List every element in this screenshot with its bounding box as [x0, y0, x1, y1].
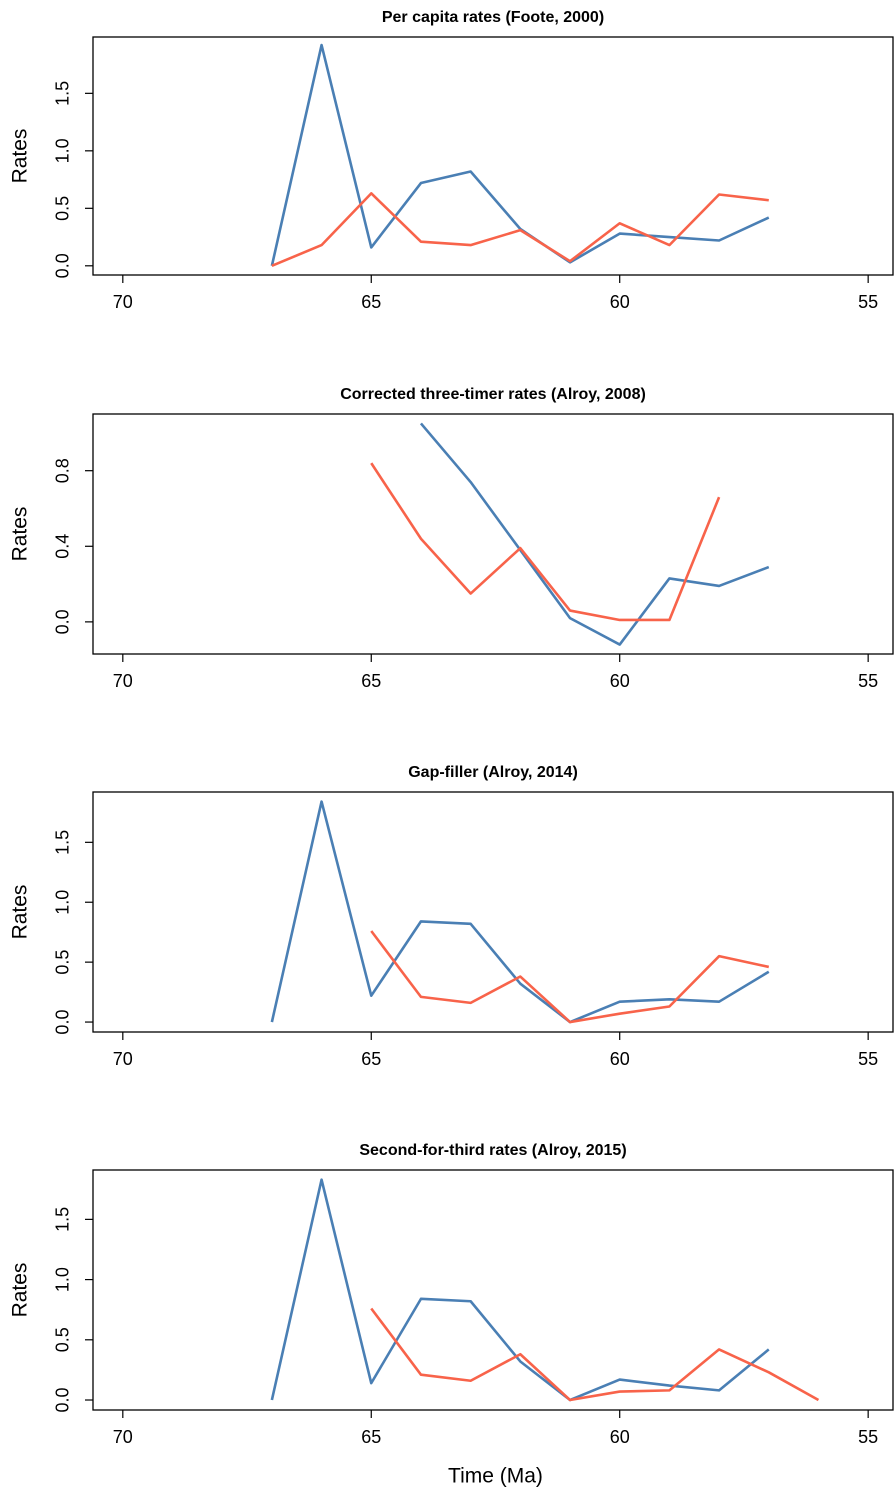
- y-tick-label: 1.0: [53, 890, 73, 915]
- data-line: [370, 462, 721, 622]
- data-line: [370, 930, 770, 1024]
- x-tick-label: 55: [858, 292, 878, 312]
- y-tick-label: 0.0: [53, 253, 73, 278]
- y-tick-label: 0.5: [53, 1327, 73, 1352]
- y-tick-label: 1.5: [53, 1207, 73, 1232]
- y-axis-label: Rates: [9, 129, 32, 184]
- y-tick-label: 0.8: [53, 458, 73, 483]
- y-tick-label: 0.0: [53, 609, 73, 634]
- chart-title: Corrected three-timer rates (Alroy, 2008…: [340, 386, 646, 403]
- data-line: [370, 1307, 820, 1402]
- x-tick-label: 55: [858, 1049, 878, 1069]
- x-tick-label: 70: [113, 671, 133, 691]
- y-tick-label: 0.5: [53, 196, 73, 221]
- y-tick-label: 1.5: [53, 81, 73, 106]
- data-line: [271, 192, 769, 268]
- x-tick-label: 60: [610, 292, 630, 312]
- plot-frame: [92, 791, 894, 1033]
- data-line: [270, 43, 770, 267]
- y-tick-label: 1.0: [53, 1267, 73, 1292]
- y-tick-label: 0.0: [53, 1387, 73, 1412]
- chart-title: Second-for-third rates (Alroy, 2015): [359, 1142, 626, 1159]
- x-tick-label: 60: [610, 1049, 630, 1069]
- y-axis-label: Rates: [9, 1263, 32, 1318]
- y-axis-label: Rates: [9, 507, 32, 562]
- chart-title: Per capita rates (Foote, 2000): [382, 9, 604, 26]
- data-line: [270, 800, 770, 1024]
- x-tick-label: 65: [361, 671, 381, 691]
- x-tick-label: 65: [361, 1427, 381, 1447]
- x-tick-label: 60: [610, 1427, 630, 1447]
- y-tick-label: 0.4: [53, 534, 73, 559]
- y-axis-label: Rates: [9, 885, 32, 940]
- plot-frame: [92, 1169, 894, 1411]
- y-tick-label: 1.0: [53, 138, 73, 163]
- x-tick-label: 65: [361, 292, 381, 312]
- plot-frame: [92, 36, 894, 276]
- x-tick-label: 65: [361, 1049, 381, 1069]
- y-tick-label: 0.0: [53, 1010, 73, 1035]
- y-tick-label: 1.5: [53, 830, 73, 855]
- x-tick-label: 70: [113, 292, 133, 312]
- x-tick-label: 70: [113, 1049, 133, 1069]
- x-tick-label: 70: [113, 1427, 133, 1447]
- x-tick-label: 55: [858, 671, 878, 691]
- x-axis-label: Time (Ma): [448, 1465, 543, 1488]
- data-line: [270, 1178, 770, 1402]
- chart-title: Gap-filler (Alroy, 2014): [408, 764, 578, 781]
- plot-frame: [92, 413, 894, 655]
- x-tick-label: 60: [610, 671, 630, 691]
- y-tick-label: 0.5: [53, 950, 73, 975]
- x-tick-label: 55: [858, 1427, 878, 1447]
- data-line: [419, 422, 770, 646]
